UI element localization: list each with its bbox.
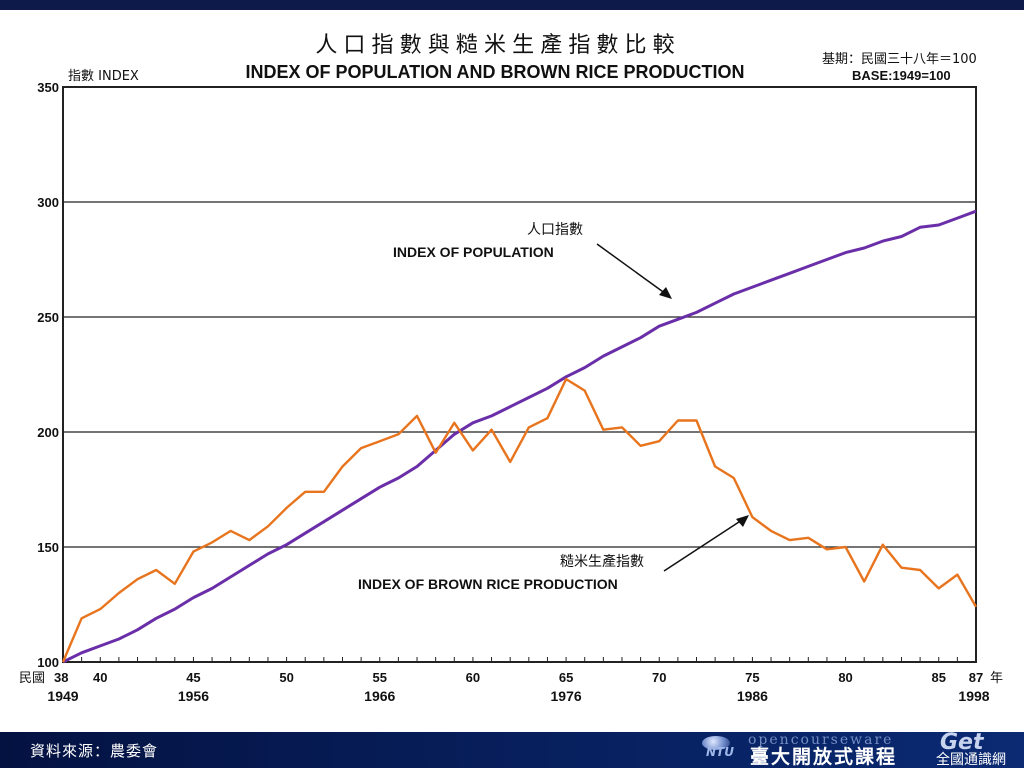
y-tick-label: 150: [37, 540, 59, 555]
x-tick-label-roc: 40: [93, 670, 107, 685]
x-tick-label-roc: 60: [466, 670, 480, 685]
rice-label-en: INDEX OF BROWN RICE PRODUCTION: [358, 576, 618, 592]
x-tick-label-roc: 87: [969, 670, 983, 685]
y-tick-label: 300: [37, 195, 59, 210]
x-tick-label-roc: 65: [559, 670, 573, 685]
ntu-name: 臺大開放式課程: [750, 746, 898, 768]
x-tick-label-roc: 75: [745, 670, 759, 685]
population-label-en: INDEX OF POPULATION: [393, 244, 554, 260]
x-tick-label-roc: 85: [932, 670, 946, 685]
y-tick-label: 200: [37, 425, 59, 440]
rice-label-zh: 糙米生產指數: [560, 553, 644, 570]
x-tick-label-roc: 55: [373, 670, 387, 685]
x-tick-label-roc: 38: [54, 670, 68, 685]
y-axis-label: 指數 INDEX: [68, 69, 139, 84]
ocw-text: opencourseware: [748, 732, 894, 748]
x-tick-label-ad: 1976: [551, 688, 582, 704]
general-education-label: 全國通識網: [936, 752, 1006, 768]
chart-title-en: INDEX OF POPULATION AND BROWN RICE PRODU…: [246, 62, 745, 82]
y-tick-label: 350: [37, 80, 59, 95]
top-band: [0, 0, 1024, 10]
x-tick-label-ad: 1956: [178, 688, 209, 704]
x-tick-label-ad: 1949: [47, 688, 78, 704]
rice-series-line: [61, 377, 978, 663]
chart-title-zh: 人 口 指 數 與 糙 米 生 產 指 數 比 較: [315, 32, 674, 57]
year-suffix: 年: [990, 671, 1003, 686]
population-label-zh: 人口指數: [527, 222, 583, 238]
base-label-en: BASE:1949=100: [852, 68, 951, 83]
y-tick-label: 250: [37, 310, 59, 325]
roc-prefix: 民國: [19, 671, 45, 686]
globe-icon: [702, 736, 730, 750]
x-tick-label-roc: 80: [838, 670, 852, 685]
ntu-short: NTU: [706, 745, 734, 759]
footer-bar: 資料來源：農委會 opencourseware NTU 臺大開放式課程 Get …: [0, 730, 1024, 768]
population-series-line: [62, 209, 977, 664]
x-tick-label-ad: 1966: [364, 688, 395, 704]
chart-svg: 人 口 指 數 與 糙 米 生 產 指 數 比 較 INDEX OF POPUL…: [19, 32, 1003, 704]
base-label-zh: 基期：民國三十八年＝100: [822, 52, 977, 67]
source-note: 資料來源：農委會: [30, 742, 159, 760]
x-tick-label-roc: 45: [186, 670, 200, 685]
plot-frame: [62, 86, 977, 663]
x-tick-label-ad: 1998: [958, 688, 989, 704]
get-logo: Get: [940, 730, 984, 755]
x-tick-label-roc: 50: [279, 670, 293, 685]
y-tick-label: 100: [37, 655, 59, 670]
x-tick-label-roc: 70: [652, 670, 666, 685]
population-arrow: [596, 243, 672, 299]
x-tick-label-ad: 1986: [737, 688, 768, 704]
rice-arrow: [663, 515, 749, 572]
